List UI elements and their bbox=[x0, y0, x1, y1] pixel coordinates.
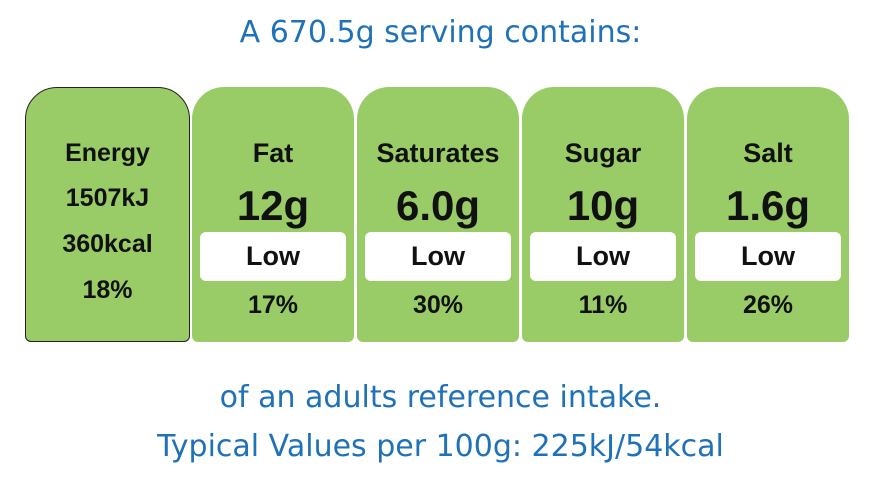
nutrient-panel: Fat 12g Low 17% bbox=[192, 87, 354, 342]
energy-kj: 1507kJ bbox=[65, 184, 150, 212]
energy-percent: 18% bbox=[82, 276, 133, 304]
nutrient-percent: 26% bbox=[742, 291, 794, 319]
footer-line: of an adults reference intake. bbox=[219, 380, 662, 415]
nutrient-amount: 10g bbox=[566, 182, 640, 229]
nutrient-name: Sugar bbox=[564, 138, 642, 168]
footer-line: Typical Values per 100g: 225kJ/54kcal bbox=[157, 429, 724, 464]
nutrient-name: Salt bbox=[743, 138, 793, 168]
nutrient-panel: Salt 1.6g Low 26% bbox=[687, 87, 849, 342]
nutrient-amount: 1.6g bbox=[725, 182, 811, 229]
nutrient-level: Low bbox=[365, 232, 511, 281]
nutrient-panel: Sugar 10g Low 11% bbox=[522, 87, 684, 342]
nutrient-amount: 6.0g bbox=[395, 182, 481, 229]
energy-kcal: 360kcal bbox=[62, 230, 153, 258]
nutrient-level: Low bbox=[200, 232, 346, 281]
energy-label: Energy bbox=[65, 139, 150, 167]
nutrient-percent: 11% bbox=[578, 291, 628, 319]
nutrient-percent: 30% bbox=[412, 291, 464, 319]
nutrient-percent: 17% bbox=[247, 291, 299, 319]
nutrient-name: Fat bbox=[252, 138, 294, 168]
nutrient-amount: 12g bbox=[236, 182, 310, 229]
energy-panel: Energy 1507kJ 360kcal 18% bbox=[25, 87, 190, 342]
nutrient-level: Low bbox=[530, 232, 676, 281]
nutrient-level: Low bbox=[695, 232, 841, 281]
nutrient-name: Saturates bbox=[376, 138, 500, 168]
nutrient-panel: Saturates 6.0g Low 30% bbox=[357, 87, 519, 342]
title: A 670.5g serving contains: bbox=[239, 15, 642, 50]
